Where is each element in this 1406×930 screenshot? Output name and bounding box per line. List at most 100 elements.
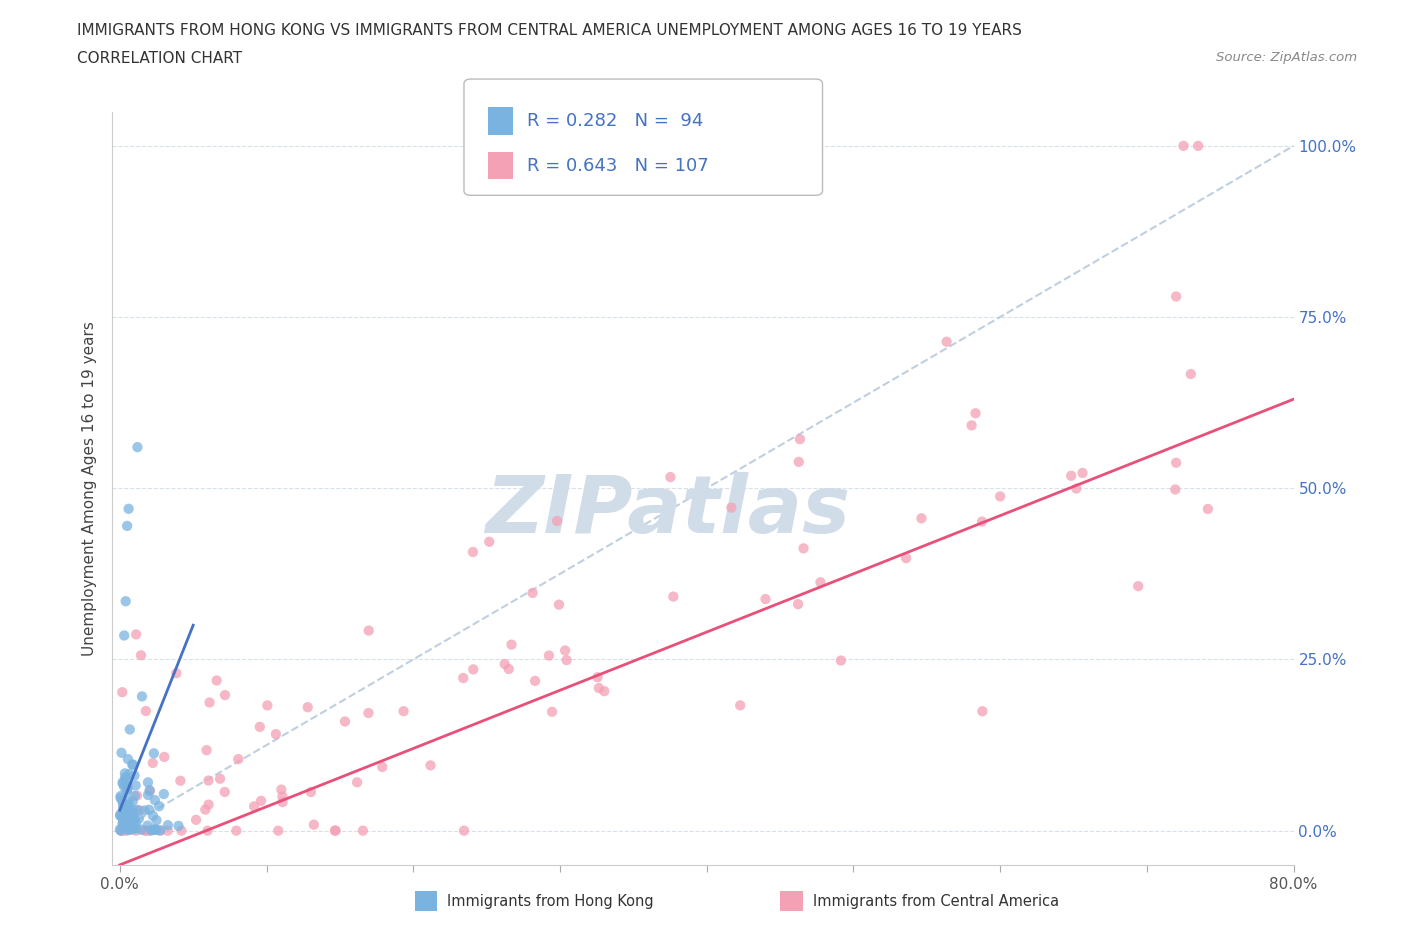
- Point: [122, 818, 145, 833]
- Point: [136, 818, 159, 833]
- Point: [115, 818, 138, 833]
- Point: [156, 817, 179, 832]
- Point: [662, 589, 685, 604]
- Point: [121, 793, 143, 808]
- Point: [110, 789, 132, 804]
- Point: [419, 758, 441, 773]
- Point: [463, 662, 485, 677]
- Point: [793, 541, 815, 556]
- Point: [720, 500, 742, 515]
- Point: [121, 822, 143, 837]
- Point: [256, 698, 278, 713]
- Point: [537, 648, 560, 663]
- Point: [139, 784, 162, 799]
- Point: [214, 687, 236, 702]
- Point: [125, 823, 148, 838]
- Text: R = 0.643   N = 107: R = 0.643 N = 107: [527, 156, 709, 175]
- Point: [124, 768, 146, 783]
- Point: [117, 781, 139, 796]
- Point: [112, 818, 135, 833]
- Point: [754, 591, 776, 606]
- Point: [136, 775, 159, 790]
- Point: [522, 586, 544, 601]
- Point: [1166, 289, 1188, 304]
- Point: [935, 334, 957, 349]
- Point: [111, 775, 134, 790]
- Point: [1128, 578, 1150, 593]
- Point: [965, 405, 987, 420]
- Point: [142, 746, 165, 761]
- Point: [110, 823, 132, 838]
- Point: [125, 821, 148, 836]
- Point: [112, 808, 135, 823]
- Point: [170, 823, 193, 838]
- Point: [128, 803, 150, 817]
- Point: [138, 783, 160, 798]
- Point: [810, 575, 832, 590]
- Point: [110, 807, 132, 822]
- Point: [124, 811, 146, 826]
- Point: [728, 698, 751, 712]
- Point: [121, 819, 143, 834]
- Point: [134, 823, 156, 838]
- Point: [541, 704, 564, 719]
- Point: [122, 821, 145, 836]
- Point: [136, 788, 159, 803]
- Point: [125, 627, 148, 642]
- Text: IMMIGRANTS FROM HONG KONG VS IMMIGRANTS FROM CENTRAL AMERICA UNEMPLOYMENT AMONG : IMMIGRANTS FROM HONG KONG VS IMMIGRANTS …: [77, 23, 1022, 38]
- Point: [910, 511, 932, 525]
- Point: [125, 789, 148, 804]
- Point: [124, 789, 146, 804]
- Point: [122, 757, 145, 772]
- Point: [205, 673, 228, 688]
- Point: [138, 823, 160, 838]
- Point: [111, 776, 134, 790]
- Point: [271, 794, 294, 809]
- Point: [184, 813, 207, 828]
- Point: [129, 648, 152, 663]
- Point: [325, 823, 347, 838]
- Point: [357, 706, 380, 721]
- Point: [249, 720, 271, 735]
- Point: [127, 440, 149, 455]
- Point: [124, 778, 146, 793]
- Point: [214, 785, 236, 800]
- Point: [114, 770, 136, 785]
- Point: [118, 722, 141, 737]
- Point: [194, 803, 217, 817]
- Point: [114, 777, 136, 792]
- Point: [110, 745, 132, 760]
- Text: Immigrants from Central America: Immigrants from Central America: [813, 894, 1059, 909]
- Point: [112, 779, 135, 794]
- Y-axis label: Unemployment Among Ages 16 to 19 years: Unemployment Among Ages 16 to 19 years: [82, 321, 97, 656]
- Point: [960, 418, 983, 432]
- Point: [1066, 481, 1088, 496]
- Point: [117, 779, 139, 794]
- Point: [267, 823, 290, 838]
- Point: [1166, 456, 1188, 471]
- Point: [586, 670, 609, 684]
- Point: [197, 823, 219, 838]
- Point: [141, 823, 163, 838]
- Point: [352, 823, 374, 838]
- Point: [128, 811, 150, 826]
- Point: [142, 808, 165, 823]
- Point: [121, 758, 143, 773]
- Point: [149, 823, 172, 838]
- Point: [118, 798, 141, 813]
- Point: [894, 551, 917, 565]
- Point: [114, 594, 136, 609]
- Point: [1164, 482, 1187, 497]
- Point: [115, 823, 138, 838]
- Point: [243, 799, 266, 814]
- Point: [1173, 139, 1195, 153]
- Point: [117, 822, 139, 837]
- Point: [546, 513, 568, 528]
- Point: [156, 823, 179, 838]
- Point: [208, 771, 231, 786]
- Point: [143, 792, 166, 807]
- Point: [114, 766, 136, 781]
- Point: [122, 806, 145, 821]
- Point: [145, 822, 167, 837]
- Point: [129, 822, 152, 837]
